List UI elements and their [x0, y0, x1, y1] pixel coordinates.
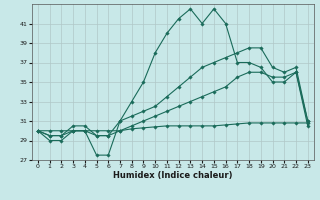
- X-axis label: Humidex (Indice chaleur): Humidex (Indice chaleur): [113, 171, 233, 180]
